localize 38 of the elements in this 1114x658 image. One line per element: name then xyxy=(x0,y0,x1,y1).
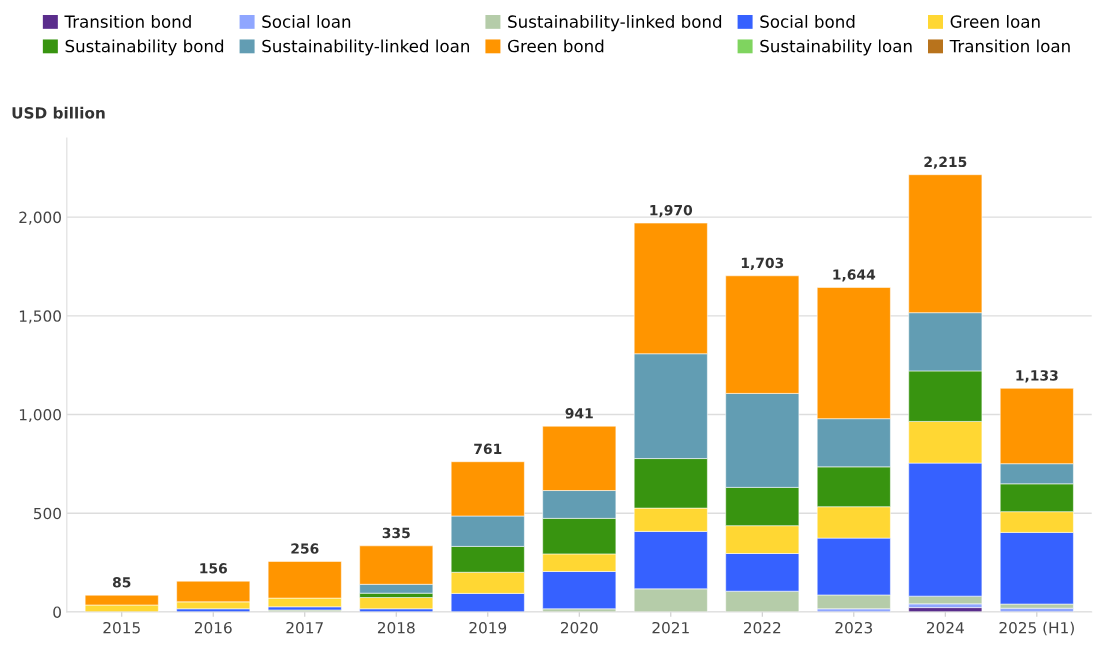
total-label: 761 xyxy=(474,443,502,455)
total-label: 941 xyxy=(565,408,593,419)
y-tick-label: 0 xyxy=(53,606,61,618)
y-tick-label: 500 xyxy=(34,507,61,520)
legend-label: Green bond xyxy=(508,39,604,53)
x-tick-label: 2021 xyxy=(652,621,689,634)
x-tick-label: 2015 xyxy=(103,621,140,634)
y-axis-title: USD billion xyxy=(12,106,105,119)
total-label: 2,215 xyxy=(924,156,967,169)
total-label: 1,970 xyxy=(650,204,693,218)
x-tick-label: 2018 xyxy=(377,621,415,634)
total-label: 1,133 xyxy=(1016,370,1058,383)
x-tick-label: 2024 xyxy=(926,621,964,634)
x-tick-label: 2020 xyxy=(560,621,598,634)
legend-label: Social bond xyxy=(760,15,855,28)
total-label: 1,644 xyxy=(833,269,876,282)
legend-label: Sustainability bond xyxy=(65,39,224,56)
y-tick-label: 1,500 xyxy=(19,310,61,324)
x-tick-label: 2025 (H1) xyxy=(999,621,1074,636)
total-label: 256 xyxy=(291,543,319,554)
x-tick-label: 2016 xyxy=(194,621,232,634)
total-label: 156 xyxy=(200,563,227,574)
legend-label: Transition bond xyxy=(64,15,191,28)
x-tick-label: 2023 xyxy=(835,621,873,634)
legend-label: Social loan xyxy=(262,15,351,28)
total-label: 335 xyxy=(382,527,410,539)
x-tick-label: 2017 xyxy=(286,621,323,634)
x-tick-label: 2022 xyxy=(743,621,781,634)
y-tick-label: 2,000 xyxy=(19,211,61,225)
y-tick-label: 1,000 xyxy=(19,409,61,423)
total-label: 1,703 xyxy=(741,257,784,270)
legend-label: Transition loan xyxy=(949,39,1070,53)
legend-label: Sustainability-linked bond xyxy=(508,15,722,32)
legend-label: Sustainability-linked loan xyxy=(262,39,470,56)
legend-label: Green loan xyxy=(950,15,1040,28)
total-label: 85 xyxy=(112,577,131,588)
legend-label: Sustainability loan xyxy=(760,39,912,56)
x-tick-label: 2019 xyxy=(469,621,507,634)
